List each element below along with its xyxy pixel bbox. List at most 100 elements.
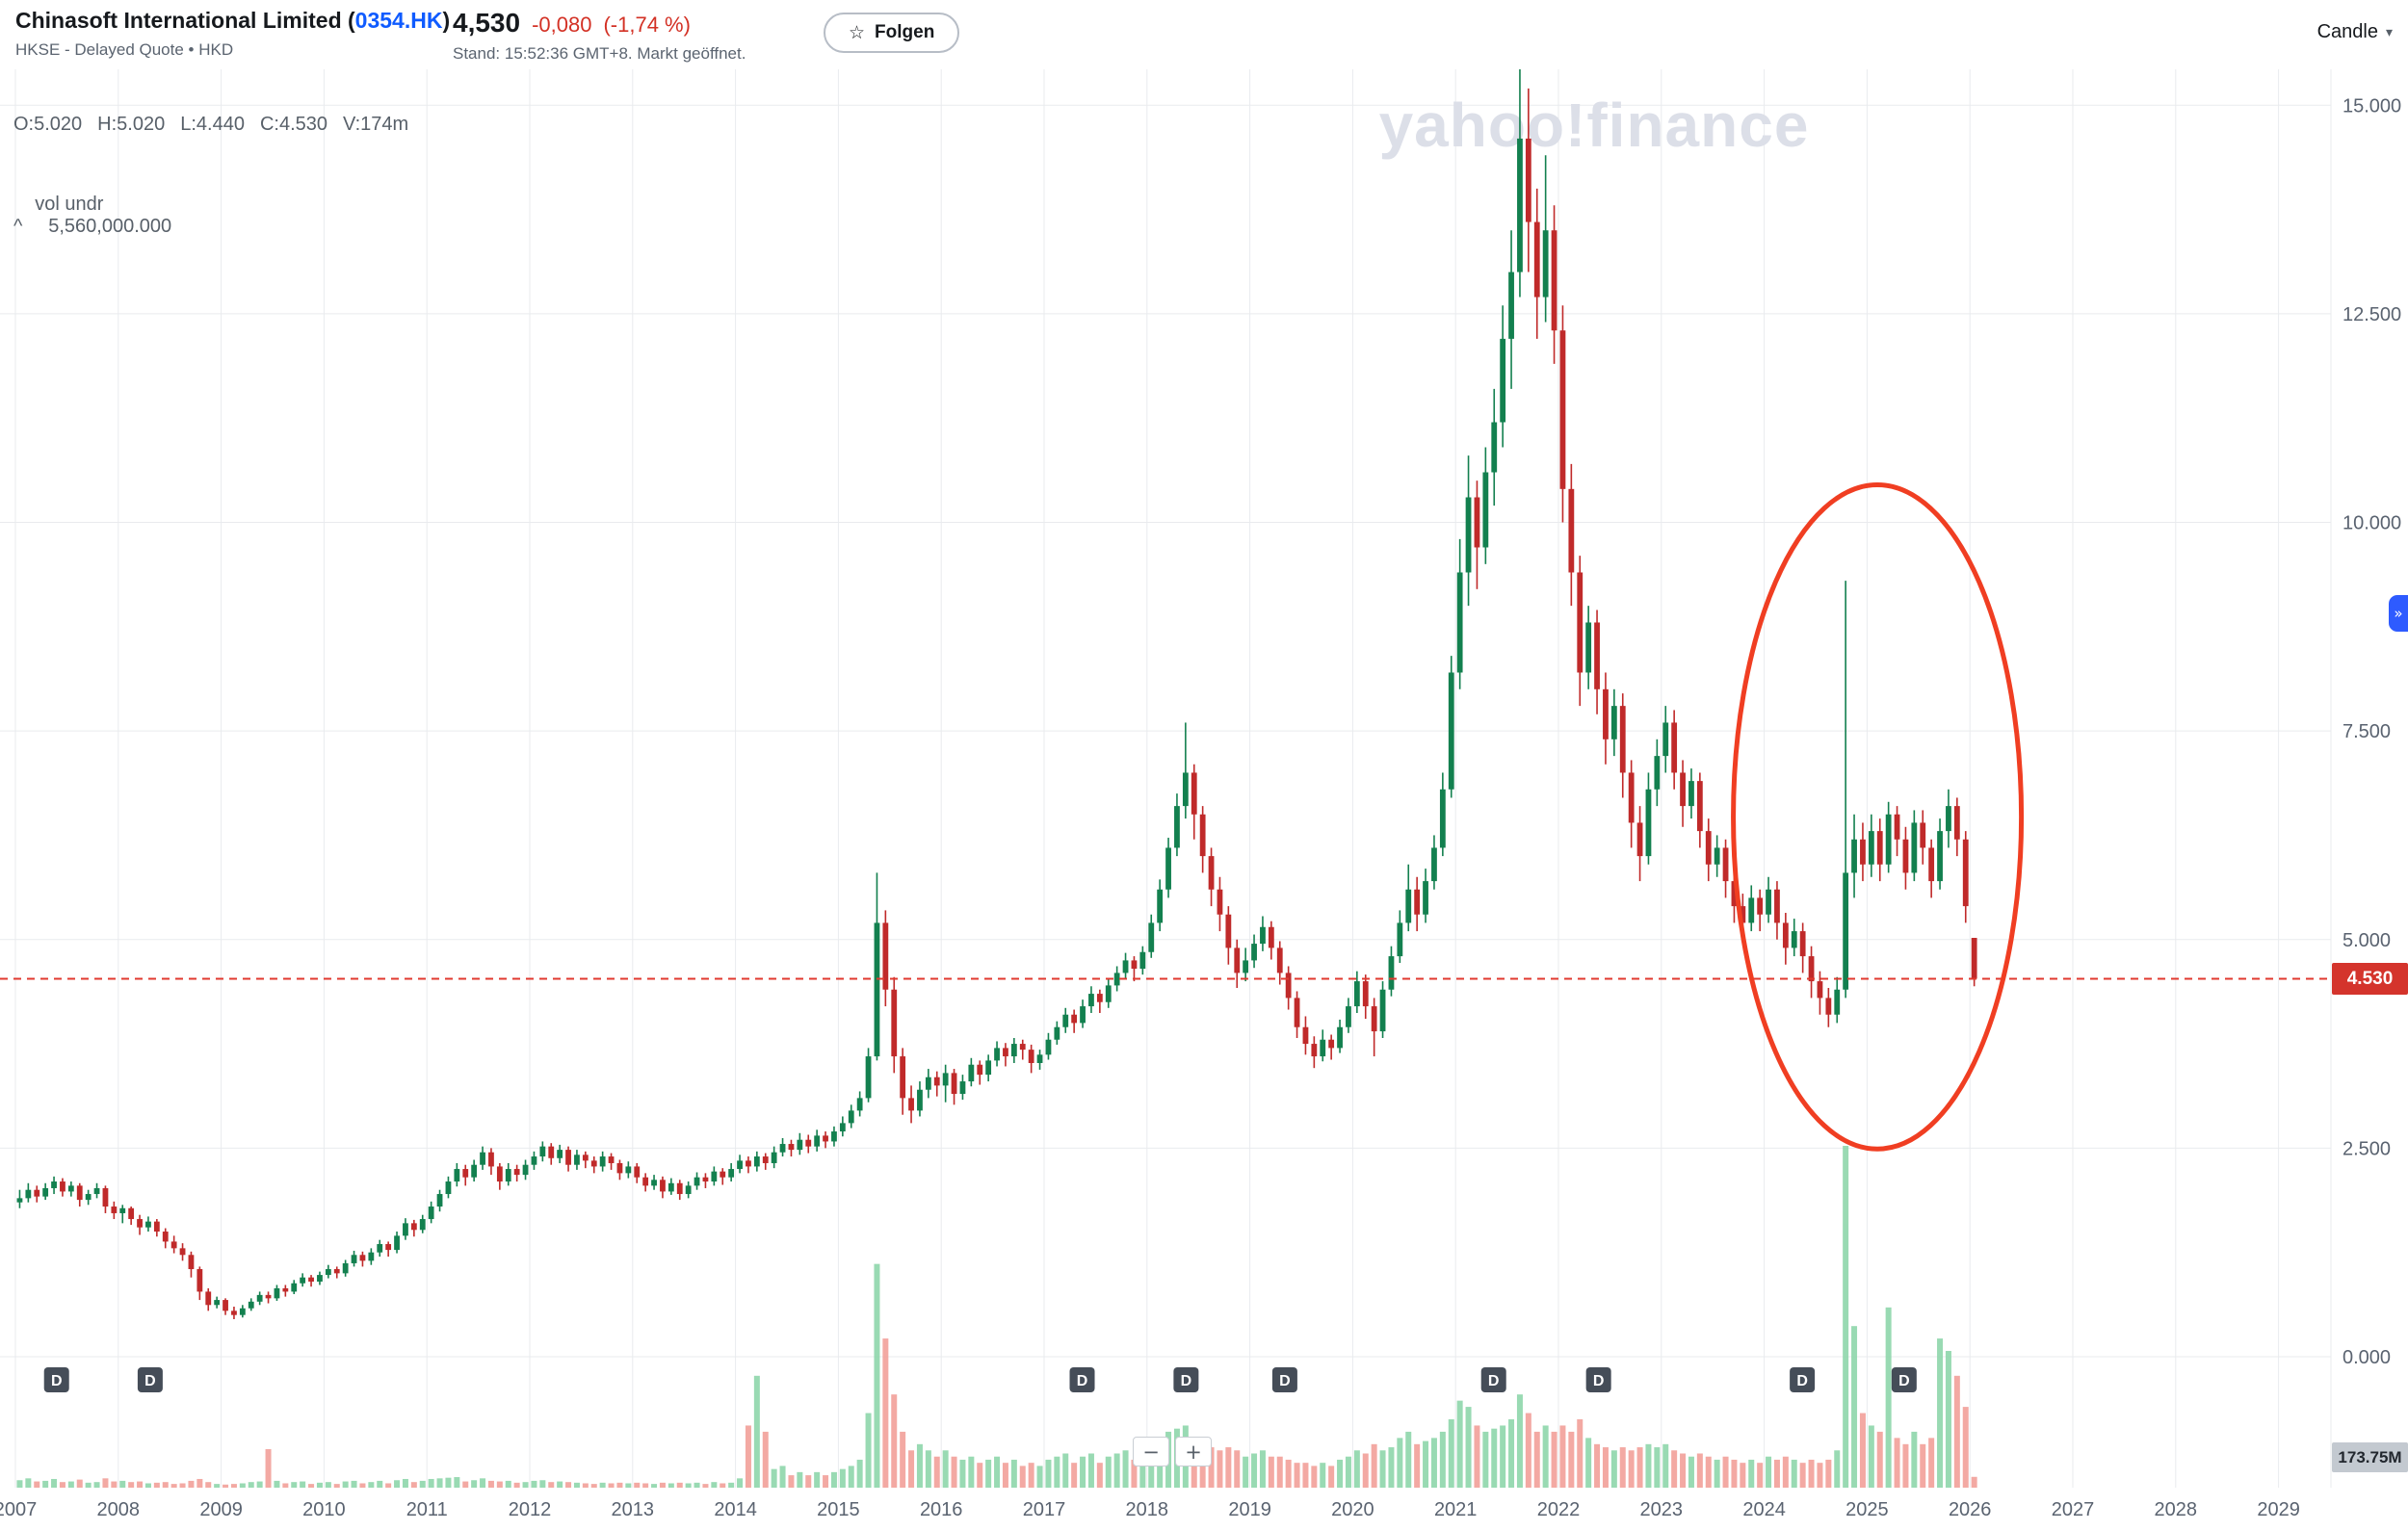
dividend-marker[interactable] xyxy=(1173,1367,1199,1392)
dividend-marker[interactable] xyxy=(1069,1367,1095,1392)
volume-bar xyxy=(651,1484,658,1488)
candle-body xyxy=(111,1207,118,1213)
candle-body xyxy=(222,1300,228,1311)
candle-body xyxy=(308,1277,314,1283)
volume-bar xyxy=(694,1482,700,1488)
candle-body xyxy=(274,1287,280,1299)
candle-body xyxy=(660,1180,666,1192)
candle-body xyxy=(1276,947,1283,973)
volume-bars xyxy=(16,1146,1977,1488)
dividend-marker[interactable] xyxy=(137,1367,163,1392)
volume-bar xyxy=(1243,1456,1249,1488)
candle-body xyxy=(1234,947,1241,973)
candle-body xyxy=(1680,772,1686,807)
volume-bar xyxy=(1113,1453,1120,1488)
candle-body xyxy=(1825,998,1832,1015)
candle-body xyxy=(1337,1026,1343,1049)
volume-bar xyxy=(1731,1459,1738,1488)
candle-body xyxy=(1920,822,1926,848)
volume-bar xyxy=(557,1481,563,1488)
candle-body xyxy=(1191,772,1197,815)
zoom-out-button[interactable]: − xyxy=(1133,1437,1169,1466)
candle-body xyxy=(1533,221,1540,298)
candle-body xyxy=(557,1150,563,1158)
volume-bar xyxy=(179,1483,186,1488)
follow-button[interactable]: ☆ Folgen xyxy=(824,13,960,53)
volume-bar xyxy=(1568,1431,1575,1488)
dividend-marker[interactable] xyxy=(1790,1367,1816,1392)
volume-bar xyxy=(667,1483,674,1488)
volume-indicator-value: 5,560,000.000 xyxy=(48,216,172,237)
expand-side-panel-tab[interactable]: » xyxy=(2389,595,2408,632)
candle-body xyxy=(256,1294,263,1302)
volume-bar xyxy=(1748,1459,1755,1488)
dividend-marker[interactable] xyxy=(43,1367,69,1392)
volume-bar xyxy=(394,1480,401,1488)
candle-body xyxy=(1397,922,1403,957)
volume-bar xyxy=(1379,1450,1386,1488)
volume-bar xyxy=(170,1484,177,1488)
candle-body xyxy=(977,1064,983,1076)
volume-bar xyxy=(385,1483,392,1488)
volume-bar xyxy=(1131,1459,1138,1488)
dividend-marker-label: D xyxy=(1077,1373,1088,1389)
volume-bar xyxy=(1328,1466,1335,1488)
dividend-marker-label: D xyxy=(51,1373,63,1389)
candle-body xyxy=(342,1262,349,1274)
volume-bar xyxy=(402,1478,408,1488)
zoom-in-button[interactable]: + xyxy=(1175,1437,1212,1466)
price-change: -0,080 xyxy=(532,13,592,37)
volume-bar xyxy=(239,1483,246,1488)
x-axis-tick-label: 2007 xyxy=(0,1499,37,1520)
candle-body xyxy=(1782,922,1789,948)
chart-type-dropdown[interactable]: Candle ▾ xyxy=(2317,21,2393,43)
volume-bar xyxy=(196,1478,203,1488)
volume-bar xyxy=(968,1456,975,1488)
volume-bar xyxy=(256,1481,263,1488)
dividend-marker[interactable] xyxy=(1585,1367,1611,1392)
candle-body xyxy=(1174,806,1180,848)
candle-body xyxy=(985,1060,992,1076)
candle-body xyxy=(1122,960,1129,973)
dividend-marker[interactable] xyxy=(1480,1367,1506,1392)
dividend-marker[interactable] xyxy=(1271,1367,1297,1392)
title-suffix: ) xyxy=(442,8,451,33)
candle-body xyxy=(1937,831,1943,882)
volume-bar xyxy=(144,1483,151,1488)
candle-body xyxy=(711,1171,718,1182)
candle-body xyxy=(900,1056,906,1099)
ticker-link[interactable]: 0354.HK xyxy=(354,8,443,33)
volume-bar xyxy=(34,1481,40,1488)
volume-bar xyxy=(908,1450,915,1488)
volume-bar xyxy=(1920,1443,1926,1488)
dividend-marker[interactable] xyxy=(1891,1367,1917,1392)
volume-bar xyxy=(1414,1443,1421,1488)
x-axis-tick-label: 2013 xyxy=(612,1499,655,1520)
volume-bar xyxy=(728,1482,735,1488)
volume-bar xyxy=(711,1482,718,1488)
candle-body xyxy=(1414,889,1421,915)
volume-bar xyxy=(513,1482,520,1488)
candle-body xyxy=(282,1287,289,1292)
volume-bar xyxy=(1036,1466,1043,1488)
volume-bar xyxy=(882,1338,889,1488)
volume-bar xyxy=(1062,1453,1069,1488)
candle-body xyxy=(1791,931,1797,948)
candle-body xyxy=(1851,839,1857,873)
volume-bar xyxy=(1533,1431,1540,1488)
candle-body xyxy=(60,1181,65,1192)
volume-bar xyxy=(1423,1440,1429,1488)
volume-bar xyxy=(1911,1431,1918,1488)
candle-body xyxy=(1508,272,1514,339)
candle-body xyxy=(128,1207,135,1220)
volume-bar xyxy=(188,1480,195,1488)
candle-body xyxy=(1585,622,1592,673)
volume-bar xyxy=(1019,1466,1026,1488)
candle-body xyxy=(145,1221,151,1228)
volume-bar xyxy=(1894,1438,1900,1488)
candle-body xyxy=(1568,488,1575,573)
collapse-indicator-caret[interactable]: ^ xyxy=(13,216,23,237)
candle-body xyxy=(746,1160,751,1167)
